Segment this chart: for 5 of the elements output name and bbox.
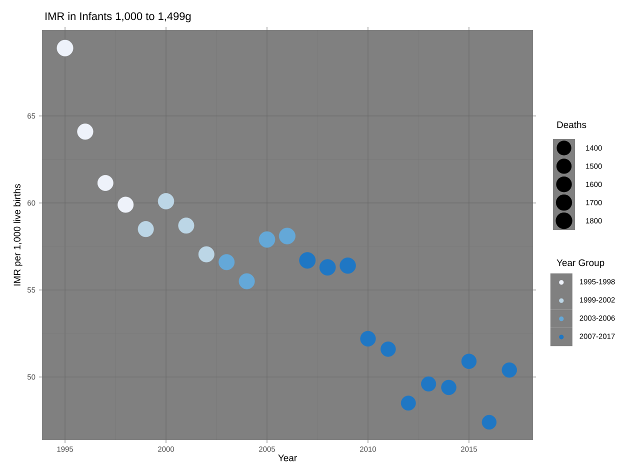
x-axis-title: Year [278,454,297,462]
chart-title: IMR in Infants 1,000 to 1,499g [46,12,191,22]
y-axis-title: IMR per 1,000 live births [14,184,22,286]
text: Deaths [557,121,586,128]
legend-title: Year Group [556,259,604,268]
